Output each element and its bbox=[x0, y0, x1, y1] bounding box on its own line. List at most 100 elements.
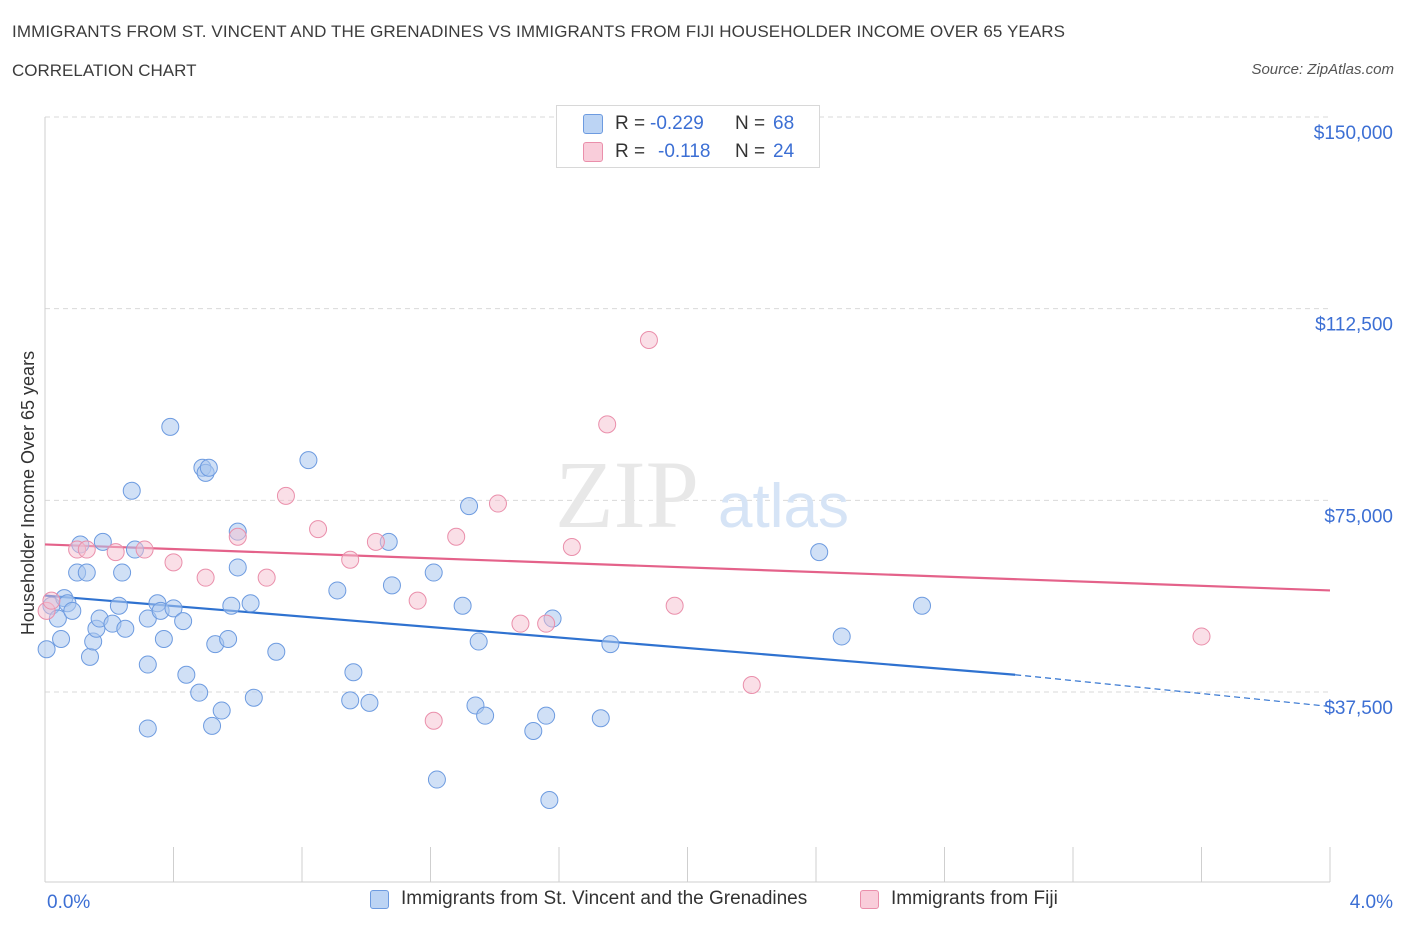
data-point-st-vincent bbox=[469, 632, 488, 651]
data-point-fiji bbox=[196, 568, 215, 587]
data-point-st-vincent bbox=[37, 640, 56, 659]
data-point-fiji bbox=[598, 415, 617, 434]
data-point-fiji bbox=[639, 331, 658, 349]
data-point-st-vincent bbox=[93, 532, 112, 551]
stats-n-label: N = bbox=[735, 141, 771, 162]
stats-n-value: 24 bbox=[773, 141, 795, 162]
data-point-st-vincent bbox=[77, 563, 96, 582]
data-point-fiji bbox=[228, 527, 247, 546]
chart-subtitle: CORRELATION CHART bbox=[12, 61, 197, 80]
data-point-st-vincent bbox=[228, 558, 247, 577]
stats-n-value: 68 bbox=[773, 113, 795, 134]
data-point-fiji bbox=[1192, 627, 1211, 646]
data-point-st-vincent bbox=[591, 709, 610, 728]
data-point-fiji bbox=[424, 711, 443, 730]
data-point-fiji bbox=[276, 486, 295, 505]
trend-lines bbox=[44, 543, 1331, 708]
data-point-st-vincent bbox=[453, 596, 472, 615]
axes bbox=[44, 117, 1331, 883]
trend-line-fiji bbox=[44, 543, 1331, 592]
data-point-fiji bbox=[488, 494, 507, 513]
legend-label-st-vincent: Immigrants from St. Vincent and the Gren… bbox=[401, 888, 808, 909]
stats-r-value: -0.118 bbox=[658, 141, 711, 162]
y-axis-label: Householder Income Over 65 years bbox=[18, 351, 38, 635]
data-point-fiji bbox=[42, 591, 61, 610]
legend-item-st-vincent[interactable]: Immigrants from St. Vincent and the Gren… bbox=[370, 888, 807, 910]
data-point-st-vincent bbox=[460, 497, 479, 516]
data-point-st-vincent bbox=[212, 701, 231, 720]
data-point-st-vincent bbox=[138, 655, 157, 674]
data-point-st-vincent bbox=[177, 665, 196, 684]
data-point-st-vincent bbox=[63, 601, 82, 620]
watermark: ZIP atlas bbox=[555, 441, 849, 548]
data-point-st-vincent bbox=[299, 451, 318, 470]
y-tick-label: $112,500 bbox=[1315, 315, 1393, 336]
data-point-fiji bbox=[742, 676, 761, 694]
y-tick-label: $37,500 bbox=[1324, 698, 1393, 719]
bottom-legend: Immigrants from St. Vincent and the Gren… bbox=[0, 888, 1406, 916]
data-point-st-vincent bbox=[122, 481, 141, 500]
data-point-st-vincent bbox=[537, 706, 556, 725]
data-point-st-vincent bbox=[138, 719, 157, 738]
data-point-st-vincent bbox=[382, 576, 401, 595]
data-point-st-vincent bbox=[601, 635, 620, 654]
data-point-st-vincent bbox=[52, 630, 71, 648]
data-point-st-vincent bbox=[116, 619, 135, 638]
data-point-fiji bbox=[164, 553, 183, 572]
data-point-st-vincent bbox=[524, 722, 543, 740]
data-point-st-vincent bbox=[80, 647, 99, 666]
data-point-fiji bbox=[447, 527, 466, 546]
trend-line-st-vincent bbox=[44, 594, 1016, 676]
stats-swatch-pink bbox=[583, 142, 603, 162]
y-tick-label: $150,000 bbox=[1314, 123, 1393, 144]
data-point-fiji bbox=[135, 540, 154, 559]
data-point-st-vincent bbox=[360, 693, 379, 712]
data-point-fiji bbox=[562, 538, 581, 556]
data-point-fiji bbox=[341, 550, 360, 569]
data-point-st-vincent bbox=[190, 683, 209, 702]
data-point-st-vincent bbox=[113, 563, 132, 582]
data-point-st-vincent bbox=[222, 596, 241, 615]
data-point-fiji bbox=[665, 596, 684, 615]
data-point-fiji bbox=[309, 520, 328, 539]
stats-r-value: -0.229 bbox=[650, 113, 704, 134]
stats-swatch-blue bbox=[583, 114, 603, 134]
data-point-st-vincent bbox=[154, 630, 173, 648]
axis-labels: $37,500 $75,000 $112,500 $150,000 0.0% 4.0% Ho… bbox=[18, 123, 1393, 913]
data-point-st-vincent bbox=[341, 691, 360, 710]
data-point-fiji bbox=[511, 614, 530, 633]
data-point-st-vincent bbox=[203, 716, 222, 735]
watermark-atlas: atlas bbox=[718, 472, 849, 541]
data-point-fiji bbox=[77, 540, 96, 559]
stats-r-label: R = bbox=[615, 141, 651, 162]
data-point-st-vincent bbox=[219, 630, 238, 648]
data-point-st-vincent bbox=[344, 663, 363, 682]
data-point-fiji bbox=[257, 568, 276, 587]
stats-n-label: N = bbox=[735, 113, 771, 134]
data-point-st-vincent bbox=[913, 596, 932, 615]
data-point-st-vincent bbox=[832, 627, 851, 646]
data-point-fiji bbox=[537, 614, 556, 633]
legend-label-fiji: Immigrants from Fiji bbox=[891, 888, 1058, 909]
stats-legend: R = -0.229 N = 68 R = -0.118 N = 24 bbox=[556, 105, 820, 168]
data-point-fiji bbox=[106, 543, 125, 562]
chart-title: IMMIGRANTS FROM ST. VINCENT AND THE GREN… bbox=[12, 22, 1066, 41]
data-point-st-vincent bbox=[109, 596, 128, 615]
trend-line-st-vincent-extension bbox=[1015, 674, 1331, 708]
data-points bbox=[37, 331, 1211, 809]
data-point-st-vincent bbox=[267, 642, 286, 661]
data-point-st-vincent bbox=[244, 688, 263, 707]
data-point-st-vincent bbox=[161, 417, 180, 436]
legend-swatch-pink bbox=[860, 889, 879, 909]
x-tick-label-max: 4.0% bbox=[1350, 892, 1393, 913]
data-point-st-vincent bbox=[164, 599, 183, 618]
watermark-zip: ZIP bbox=[555, 441, 699, 548]
data-point-st-vincent bbox=[199, 458, 218, 477]
legend-item-fiji[interactable]: Immigrants from Fiji bbox=[860, 888, 1058, 910]
data-point-st-vincent bbox=[810, 543, 829, 562]
data-point-fiji bbox=[408, 591, 427, 610]
y-tick-label: $75,000 bbox=[1324, 506, 1393, 527]
data-point-fiji bbox=[366, 532, 385, 551]
stats-r-label: R = bbox=[615, 113, 651, 134]
